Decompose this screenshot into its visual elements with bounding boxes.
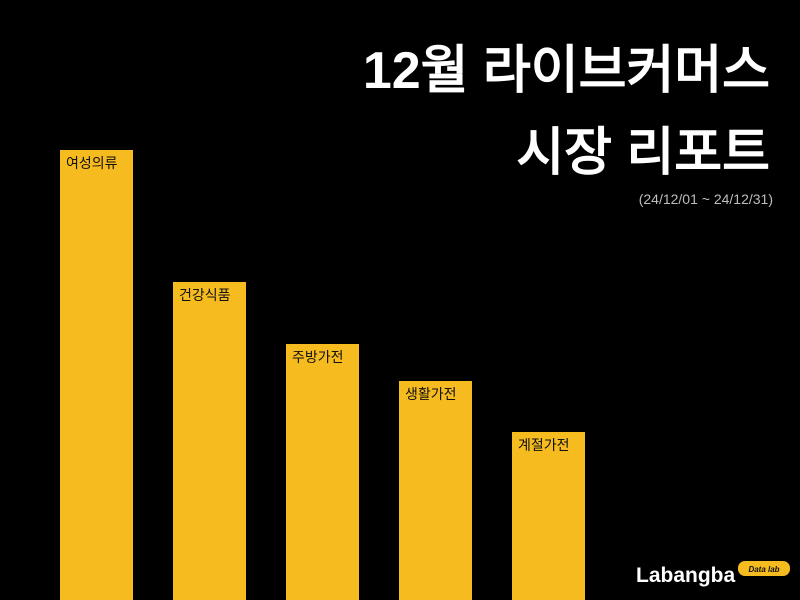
chart-subtitle: (24/12/01 ~ 24/12/31) (639, 191, 773, 207)
bar (173, 282, 246, 600)
bar (399, 381, 472, 600)
bar (512, 432, 585, 600)
category-label: 생활가전 (405, 386, 457, 402)
category-label: 계절가전 (518, 437, 570, 453)
category-label: 주방가전 (292, 349, 344, 365)
brand-badge-bg (738, 561, 790, 576)
brand-logo: Labangba (636, 564, 735, 587)
chart-title: 시장 리포트 (516, 124, 770, 182)
category-label: 건강식품 (179, 287, 231, 303)
brand-badge: Data lab (748, 565, 779, 574)
bar (60, 150, 133, 600)
bar (286, 344, 359, 600)
chart-title: 12월 라이브커머스 (363, 42, 770, 100)
category-label: 여성의류 (66, 155, 118, 171)
